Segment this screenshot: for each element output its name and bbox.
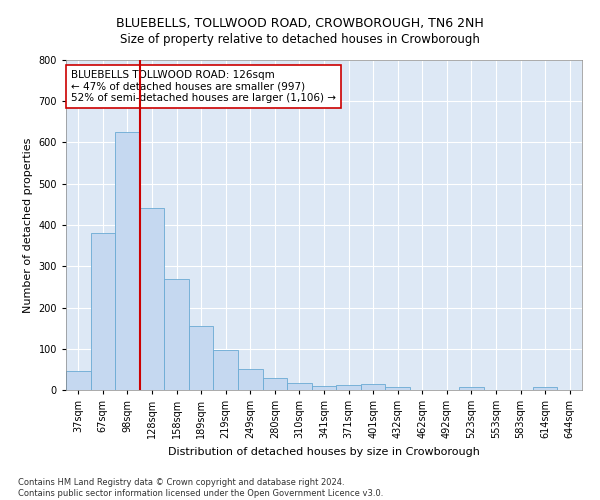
Bar	[263, 378, 287, 390]
Bar	[533, 387, 557, 390]
X-axis label: Distribution of detached houses by size in Crowborough: Distribution of detached houses by size …	[168, 446, 480, 456]
Bar	[312, 386, 336, 390]
Bar	[336, 385, 361, 390]
Bar	[238, 368, 263, 390]
Y-axis label: Number of detached properties: Number of detached properties	[23, 138, 33, 312]
Bar	[214, 350, 238, 390]
Text: Size of property relative to detached houses in Crowborough: Size of property relative to detached ho…	[120, 32, 480, 46]
Bar	[91, 233, 115, 390]
Bar	[385, 386, 410, 390]
Bar	[189, 326, 214, 390]
Bar	[361, 384, 385, 390]
Text: BLUEBELLS, TOLLWOOD ROAD, CROWBOROUGH, TN6 2NH: BLUEBELLS, TOLLWOOD ROAD, CROWBOROUGH, T…	[116, 18, 484, 30]
Bar	[140, 208, 164, 390]
Bar	[287, 383, 312, 390]
Bar	[66, 372, 91, 390]
Bar	[459, 387, 484, 390]
Text: Contains HM Land Registry data © Crown copyright and database right 2024.
Contai: Contains HM Land Registry data © Crown c…	[18, 478, 383, 498]
Text: BLUEBELLS TOLLWOOD ROAD: 126sqm
← 47% of detached houses are smaller (997)
52% o: BLUEBELLS TOLLWOOD ROAD: 126sqm ← 47% of…	[71, 70, 336, 103]
Bar	[164, 278, 189, 390]
Bar	[115, 132, 140, 390]
